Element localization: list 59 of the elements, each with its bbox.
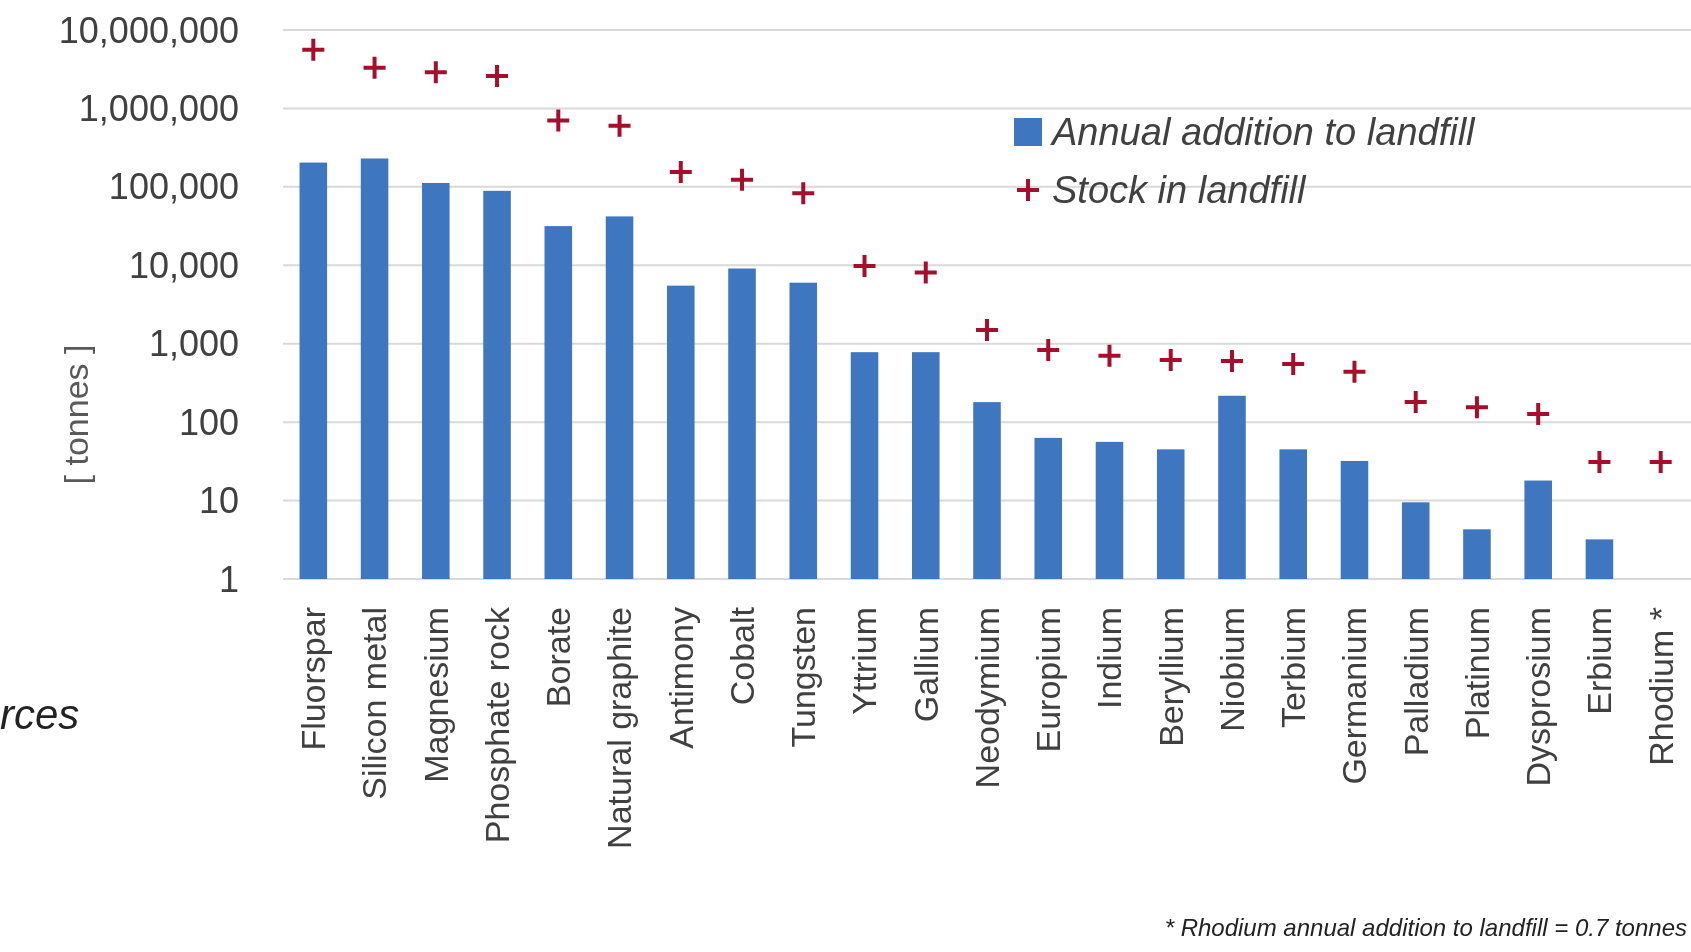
legend-label: Annual addition to landfill <box>1050 111 1477 154</box>
legend-label: Stock in landfill <box>1052 169 1308 212</box>
y-axis-title: [ tonnes ] <box>56 344 95 485</box>
y-tick-label: 1 <box>218 558 239 600</box>
x-tick-label: Germanium <box>1335 607 1374 785</box>
point <box>363 56 386 79</box>
point <box>1343 360 1366 383</box>
point <box>669 160 692 183</box>
x-tick-label: Yttrium <box>845 607 884 715</box>
point <box>1465 396 1488 419</box>
point <box>853 254 876 277</box>
point <box>302 38 325 61</box>
x-tick-label: Niobium <box>1212 607 1251 732</box>
y-tick-label: 1,000,000 <box>78 88 239 130</box>
point <box>486 64 509 87</box>
x-tick-label: Tungsten <box>784 607 823 748</box>
point <box>1098 344 1121 367</box>
point <box>792 182 815 205</box>
y-tick-label: 1,000 <box>148 323 239 365</box>
point <box>1649 451 1672 474</box>
point <box>976 318 998 341</box>
x-tick-label: Rhodium * <box>1641 607 1680 766</box>
y-tick-label: 10,000 <box>128 244 239 286</box>
point <box>1220 350 1243 373</box>
x-tick-label: Natural graphite <box>600 607 639 849</box>
point <box>1527 403 1550 425</box>
point <box>1404 391 1427 414</box>
point <box>1159 349 1182 371</box>
y-tick-label: 10 <box>198 480 239 522</box>
y-tick-label: 100 <box>178 401 239 443</box>
x-tick-label: Fluorspar <box>294 607 333 751</box>
point <box>1588 451 1611 474</box>
x-tick-label: Cobalt <box>722 606 761 706</box>
point <box>547 109 570 132</box>
x-tick-label: Phosphate rock <box>477 606 516 844</box>
point <box>731 168 754 191</box>
x-tick-label: Terbium <box>1274 607 1313 728</box>
point <box>1037 339 1060 362</box>
point <box>914 261 937 284</box>
text: rces <box>0 690 80 738</box>
x-tick-label: Beryllium <box>1151 607 1190 747</box>
x-tick-label: Neodymium <box>967 607 1006 789</box>
y-tick-label: 100,000 <box>108 166 239 208</box>
x-tick-label: Dysprosium <box>1519 607 1558 787</box>
x-tick-label: Erbium <box>1580 607 1619 715</box>
x-tick-label: Indium <box>1090 607 1129 710</box>
x-tick-label: Borate <box>539 607 578 708</box>
x-tick-label: Antimony <box>661 607 700 749</box>
point <box>608 114 631 137</box>
x-tick-label: Gallium <box>906 607 945 723</box>
text: * Rhodium annual addition to landfill = 0.7 tonnes <box>1164 914 1687 941</box>
y-tick-label: 10,000,000 <box>58 9 239 51</box>
x-tick-label: Palladium <box>1396 607 1435 757</box>
point <box>1282 353 1305 376</box>
x-tick-label: Europium <box>1029 607 1068 753</box>
x-tick-label: Magnesium <box>416 607 455 783</box>
x-tick-label: Silicon metal <box>355 607 394 800</box>
x-tick-label: Platinum <box>1457 607 1496 740</box>
point <box>424 61 447 84</box>
